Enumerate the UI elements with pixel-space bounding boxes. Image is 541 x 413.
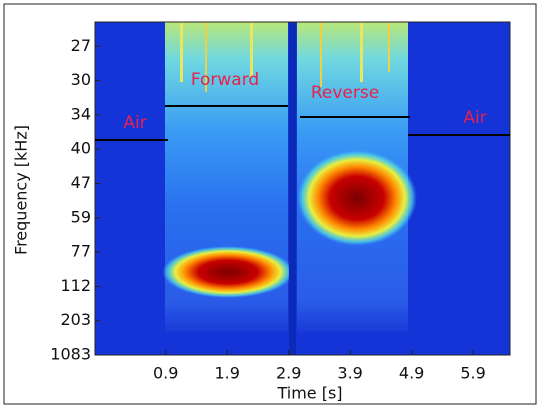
annotation: Forward: [191, 70, 259, 90]
y-tick-label: 34: [71, 104, 91, 123]
x-tick-label: 1.9: [214, 364, 239, 383]
plot-area: [94, 21, 511, 356]
x-tick-label: 3.9: [337, 364, 362, 383]
y-tick-label: 59: [71, 207, 91, 226]
y-axis-label: Frequency [kHz]: [12, 125, 31, 255]
spectrogram-image: [95, 22, 510, 355]
x-tick-label: 5.9: [460, 364, 485, 383]
y-tick-label: 203: [60, 310, 91, 329]
y-tick-label: 1083: [50, 345, 91, 364]
x-tick-label: 0.9: [153, 364, 178, 383]
y-tick-label: 40: [71, 139, 91, 158]
y-tick-label: 30: [71, 70, 91, 89]
y-tick-label: 47: [71, 173, 91, 192]
annotation: Reverse: [311, 83, 379, 103]
annotation: Air: [463, 108, 486, 128]
x-axis-label: Time [s]: [276, 384, 342, 403]
frame: [3, 3, 537, 405]
annotation: Air: [123, 113, 146, 133]
y-tick-label: 112: [60, 276, 91, 295]
y-tick-label: 27: [71, 36, 91, 55]
y-tick-label: 77: [71, 242, 91, 261]
x-tick-label: 4.9: [399, 364, 424, 383]
x-tick-label: 2.9: [276, 364, 301, 383]
